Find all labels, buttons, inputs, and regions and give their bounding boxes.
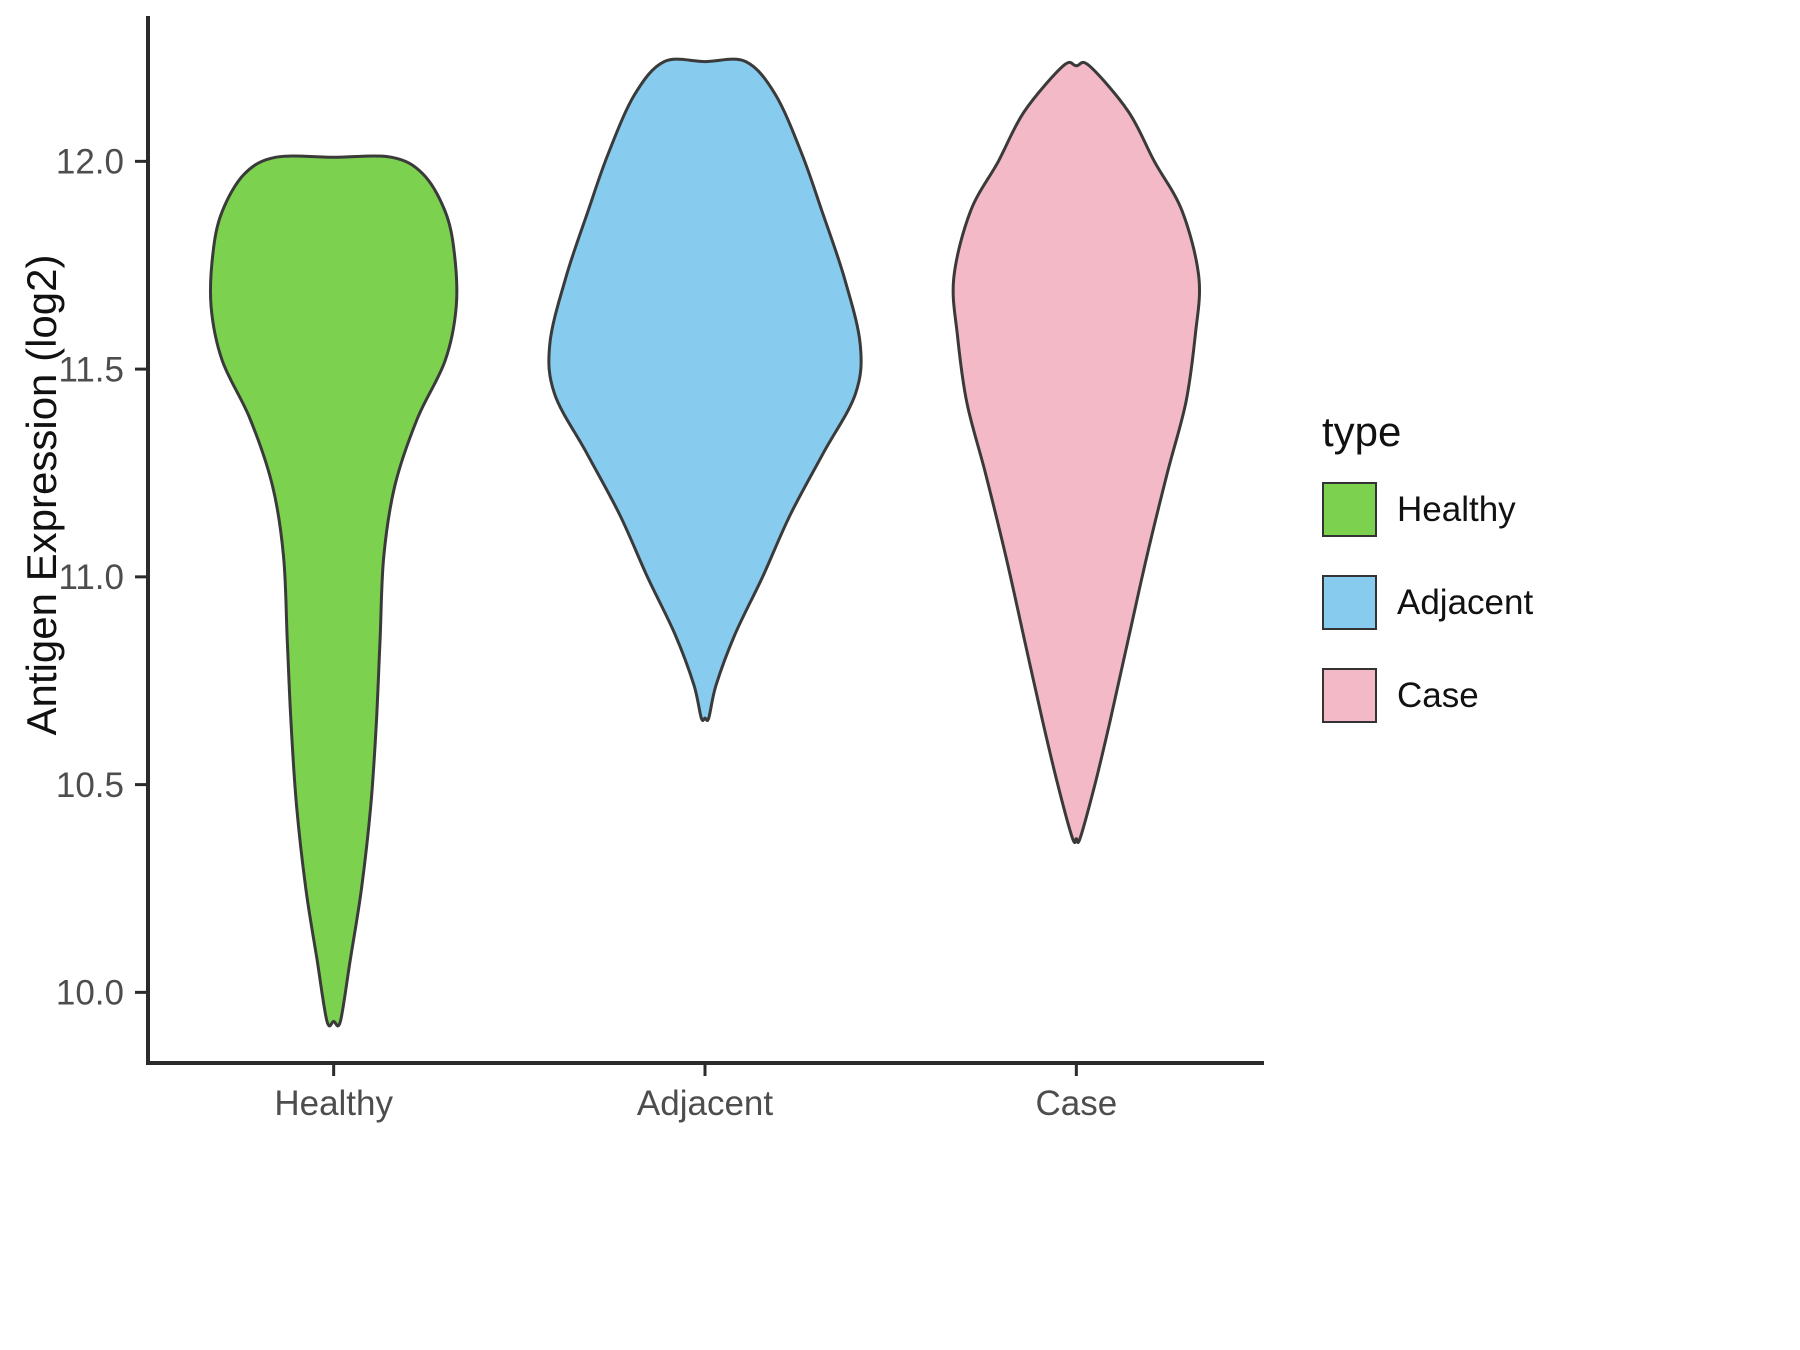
legend-swatch-healthy xyxy=(1322,482,1377,537)
violin-case xyxy=(951,60,1202,845)
y-tick-label: 11.0 xyxy=(58,558,124,597)
y-tick-label: 10.0 xyxy=(56,974,124,1013)
legend-label: Case xyxy=(1397,675,1479,715)
y-tick-label: 12.0 xyxy=(56,143,124,182)
legend: type Healthy Adjacent Case xyxy=(1322,408,1533,761)
legend-title: type xyxy=(1322,408,1402,455)
legend-item-adjacent: Adjacent xyxy=(1322,575,1533,630)
legend-swatch-adjacent xyxy=(1322,575,1377,630)
legend-item-case: Case xyxy=(1322,668,1533,723)
legend-swatch-case xyxy=(1322,668,1377,723)
legend-items: Healthy Adjacent Case xyxy=(1322,482,1533,723)
legend-item-healthy: Healthy xyxy=(1322,482,1533,537)
y-axis-title: Antigen Expression (log2) xyxy=(18,254,65,736)
x-tick-label: Adjacent xyxy=(637,1084,773,1123)
y-tick-label: 10.5 xyxy=(56,766,124,805)
y-tick-label: 11.5 xyxy=(58,350,124,389)
legend-label: Healthy xyxy=(1397,489,1516,529)
x-tick-label: Healthy xyxy=(274,1084,393,1123)
x-tick-label: Case xyxy=(1035,1084,1117,1123)
legend-label: Adjacent xyxy=(1397,582,1534,622)
violin-adjacent xyxy=(547,57,863,723)
violin-healthy xyxy=(208,154,459,1028)
